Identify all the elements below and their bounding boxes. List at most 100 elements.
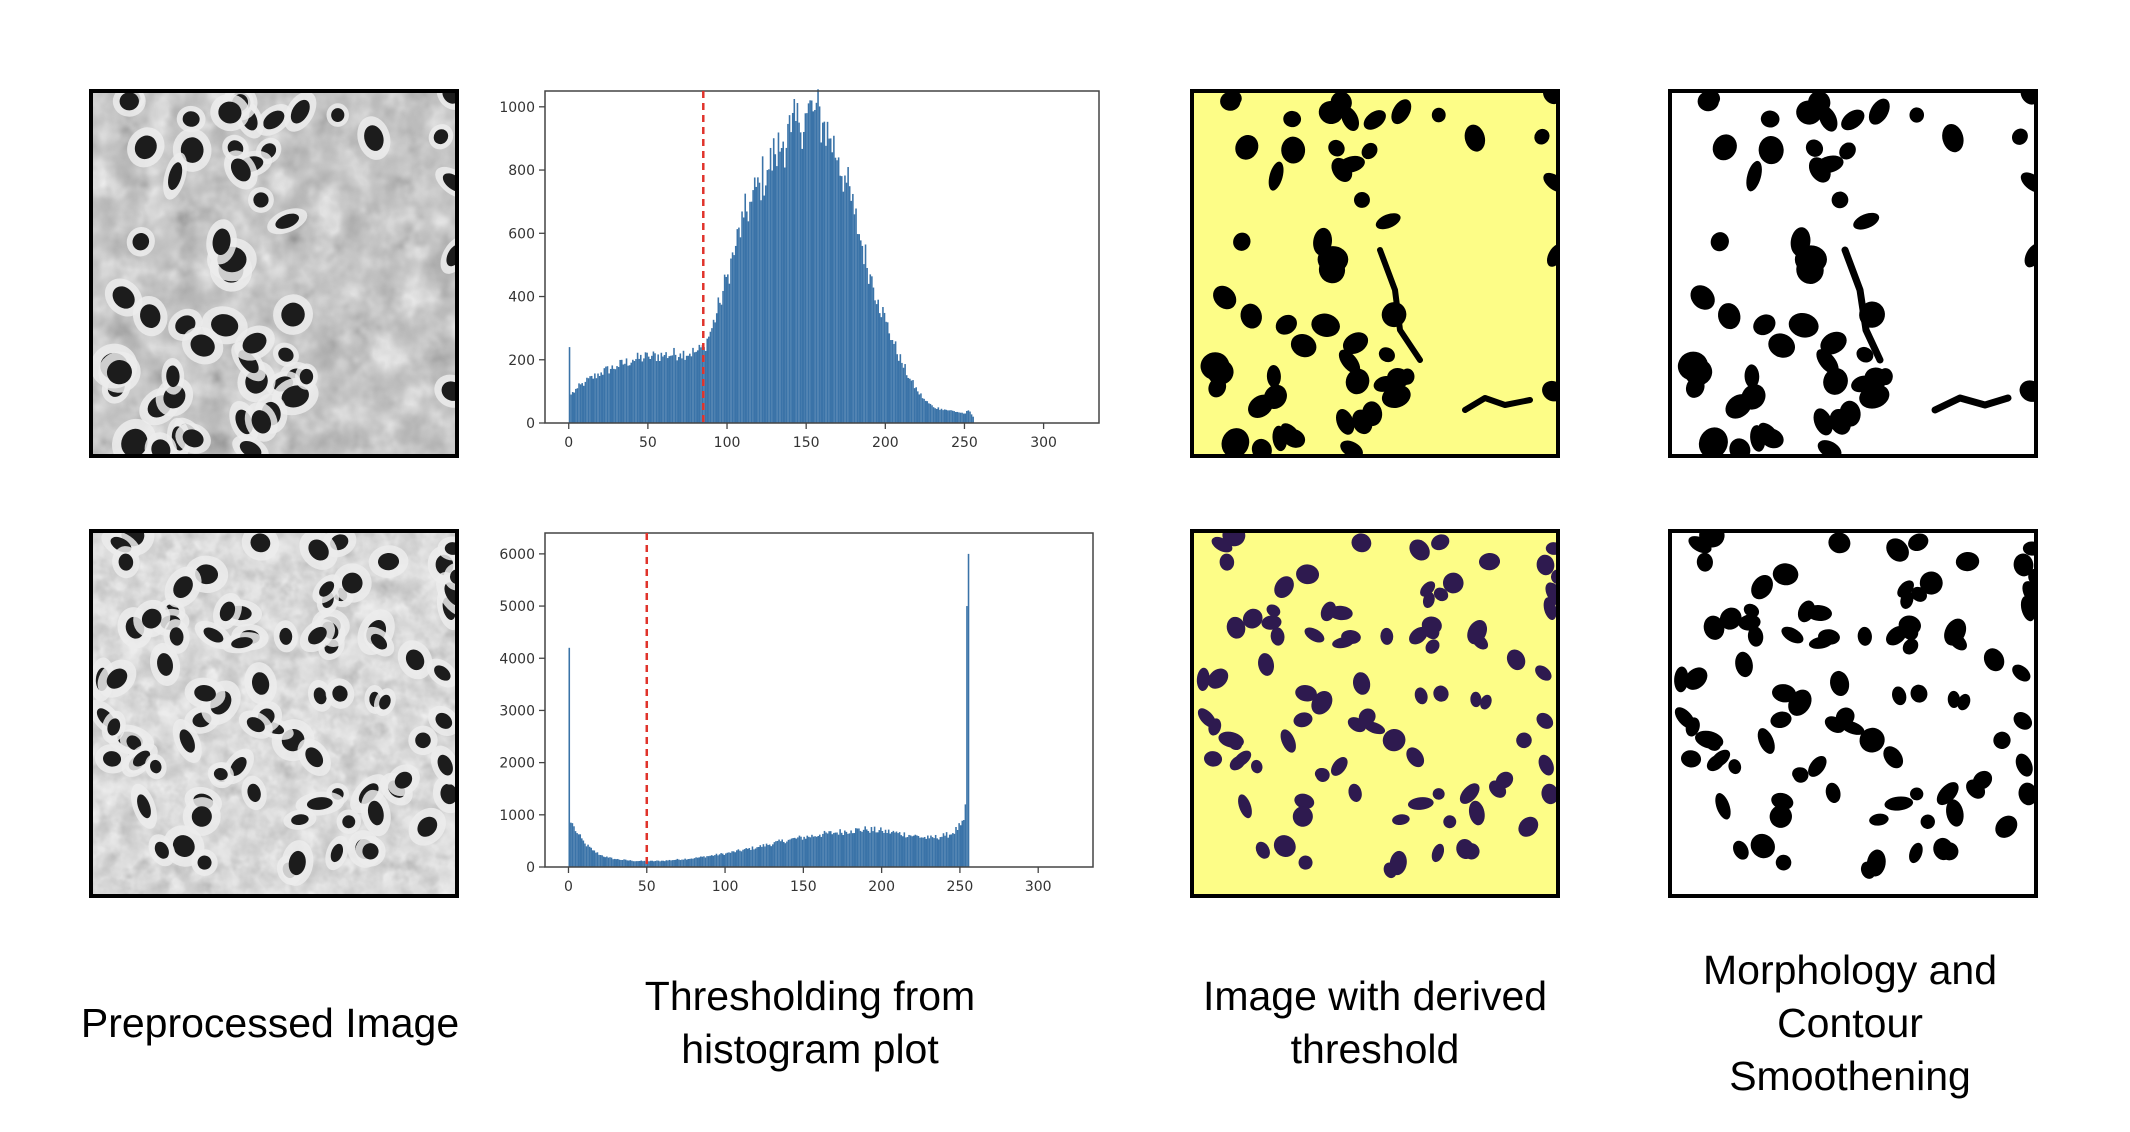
plot-frame	[544, 532, 1094, 868]
histogram-bin	[674, 859, 677, 867]
histogram-bin	[833, 832, 835, 867]
preprocessed-image-top	[89, 89, 459, 458]
histogram-bin	[619, 359, 621, 423]
nucleus	[1710, 232, 1729, 252]
nucleus	[182, 429, 204, 448]
nucleus	[1718, 303, 1741, 330]
nucleus	[1407, 797, 1434, 810]
nucleus	[157, 653, 174, 676]
nucleus	[1409, 539, 1430, 561]
histogram-bin	[952, 833, 954, 867]
histogram-bin	[690, 858, 693, 867]
nucleus	[1341, 106, 1360, 131]
histogram-bin	[888, 333, 891, 423]
histogram-bin	[602, 856, 605, 867]
histogram-bin	[612, 859, 614, 867]
nucleus	[1743, 603, 1760, 618]
caption-line: Preprocessed Image	[80, 1000, 460, 1046]
nucleus	[1431, 843, 1445, 863]
nucleus	[242, 332, 267, 354]
histogram-bin	[836, 832, 838, 867]
histogram-bin	[761, 846, 763, 867]
nucleus	[1311, 690, 1333, 715]
nucleus	[362, 843, 379, 860]
histogram-bin	[625, 358, 628, 423]
nucleus	[212, 228, 231, 256]
nucleus	[1478, 552, 1501, 571]
nucleus	[434, 665, 451, 681]
histogram-bin	[774, 154, 777, 424]
histogram-bin	[831, 152, 834, 424]
histogram-bin	[792, 838, 794, 867]
histogram-bin	[642, 861, 644, 867]
histogram-bin	[598, 376, 601, 423]
histogram-bin	[732, 851, 735, 867]
histogram-bin	[658, 361, 661, 423]
histogram-bin	[962, 413, 965, 423]
histogram-bin	[725, 276, 728, 423]
histogram-bin	[613, 368, 615, 423]
nucleus	[305, 747, 324, 768]
nucleus	[1459, 783, 1480, 804]
histogram-bin	[784, 167, 786, 423]
histogram-bin	[918, 394, 921, 423]
nucleus	[1712, 134, 1737, 161]
histogram-bin	[807, 103, 810, 424]
histogram-bin	[966, 606, 968, 867]
histogram-bin	[704, 857, 707, 867]
histogram-bin	[754, 848, 757, 867]
histogram-bars	[568, 89, 974, 424]
nucleus	[1747, 626, 1764, 647]
nucleus	[190, 334, 215, 357]
histogram-bin	[622, 364, 625, 423]
histogram-bin	[844, 830, 846, 867]
nucleus	[191, 806, 212, 827]
nucleus	[306, 797, 333, 810]
nucleus	[1824, 716, 1845, 733]
nucleus	[118, 553, 134, 571]
nucleus	[291, 814, 309, 826]
histogram-bin	[812, 836, 815, 867]
histogram-bin	[620, 859, 622, 867]
histogram-bin	[586, 377, 588, 423]
nucleus	[1910, 787, 1924, 801]
histogram-bin	[696, 857, 699, 867]
histogram-bin	[790, 132, 792, 423]
histogram-bin	[869, 832, 871, 867]
nucleus	[1995, 815, 2018, 838]
histogram-bin	[785, 147, 788, 424]
histogram-bin	[690, 356, 693, 423]
histogram-bin	[681, 358, 683, 423]
histogram-bin	[731, 851, 733, 867]
smoothed-blobs	[1677, 91, 2036, 456]
histogram-bin	[712, 855, 715, 867]
y-tick-label: 3000	[499, 703, 535, 719]
histogram-bin	[684, 858, 686, 867]
histogram-bin	[901, 836, 904, 867]
histogram-bin	[912, 835, 915, 867]
histogram-bin	[923, 836, 926, 867]
nucleus	[1275, 314, 1297, 335]
histogram-bin	[570, 822, 572, 867]
nucleus	[1470, 691, 1482, 708]
nucleus	[180, 137, 204, 163]
histogram-bin	[883, 832, 885, 867]
nucleus	[1788, 312, 1819, 338]
histogram-bin	[913, 388, 916, 423]
nucleus	[1328, 139, 1345, 157]
histogram-bin	[782, 841, 785, 867]
nucleus	[150, 759, 162, 774]
threshold-mask-bottom	[1190, 529, 1560, 898]
nucleus	[251, 410, 272, 434]
histogram-bin	[627, 365, 629, 423]
histogram-bin	[676, 858, 679, 867]
histogram-bin	[714, 322, 716, 423]
histogram-bin	[851, 833, 854, 867]
histogram-bin	[831, 834, 834, 867]
nucleus	[1358, 708, 1376, 726]
histogram-bin	[804, 838, 807, 867]
histogram-bin	[654, 353, 656, 423]
caption-histogram: Thresholding from histogram plot	[560, 970, 1060, 1076]
histogram-bin	[748, 848, 751, 867]
nucleus	[1273, 835, 1296, 858]
